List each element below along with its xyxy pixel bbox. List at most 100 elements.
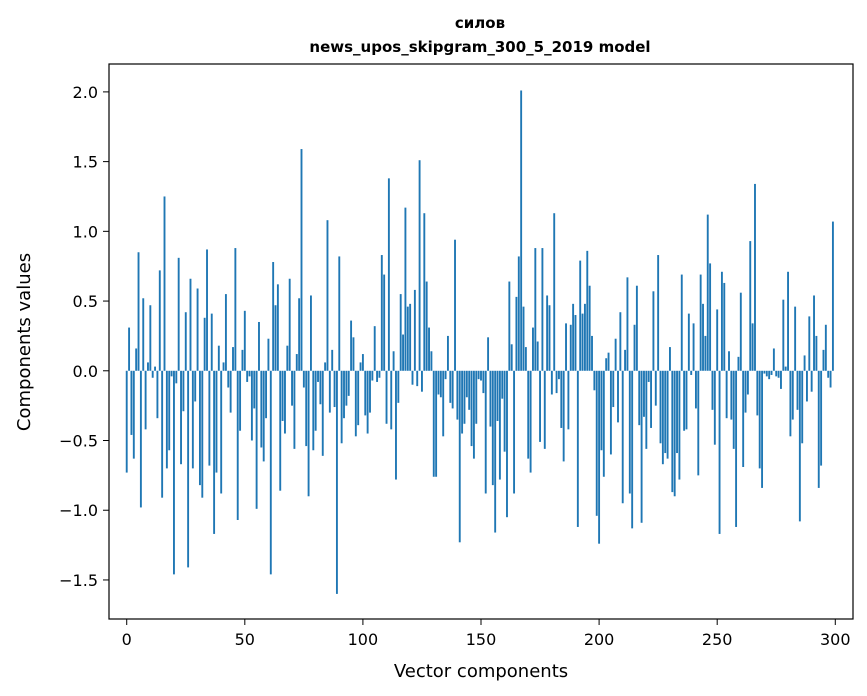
bar (560, 370, 563, 428)
bar (581, 313, 584, 371)
bar (659, 370, 662, 444)
bar (142, 298, 145, 371)
bar (758, 370, 761, 469)
bar (661, 370, 664, 465)
bar (357, 370, 360, 426)
bar (647, 370, 650, 382)
bar (782, 299, 785, 371)
bar (210, 313, 213, 371)
bar (484, 370, 487, 494)
bar (345, 370, 348, 406)
bar (276, 284, 279, 371)
bar (806, 370, 808, 402)
y-tick-label: 1.5 (73, 153, 98, 172)
bar (817, 370, 820, 488)
bar (558, 370, 560, 380)
bar (579, 260, 582, 371)
bar (354, 370, 357, 437)
bar (314, 370, 317, 431)
bar (163, 196, 166, 371)
bar (801, 370, 804, 444)
bar (680, 274, 683, 371)
bar (671, 370, 674, 493)
bar (444, 370, 447, 380)
bar (328, 370, 331, 413)
bar (794, 306, 797, 371)
bar (621, 370, 624, 504)
bar (350, 320, 353, 371)
bar (416, 370, 419, 387)
bar (600, 370, 603, 451)
bar (324, 362, 327, 371)
bar (827, 370, 830, 378)
bar (137, 252, 140, 371)
bar (461, 370, 464, 434)
bar (180, 370, 182, 465)
x-tick-label: 150 (466, 630, 497, 649)
bar (562, 370, 565, 462)
bar (624, 349, 627, 371)
bar (635, 285, 638, 371)
bar (810, 370, 813, 392)
bar (125, 370, 128, 473)
bar (638, 370, 641, 426)
bar (831, 221, 834, 371)
bar (628, 370, 631, 494)
bar (524, 347, 527, 371)
bar (369, 370, 371, 413)
bar (364, 370, 367, 416)
bar (361, 354, 364, 371)
bar (147, 362, 149, 371)
bar (406, 306, 409, 371)
bar (267, 338, 270, 371)
bar (687, 313, 690, 371)
bar (182, 370, 185, 412)
bar (640, 370, 643, 523)
bar (258, 321, 260, 371)
bar (215, 370, 218, 473)
bar (191, 370, 194, 469)
bar (189, 278, 192, 371)
bar (383, 274, 386, 371)
bar (567, 370, 570, 430)
bar (312, 370, 315, 451)
bar (310, 295, 312, 371)
bar (569, 324, 572, 371)
bar (423, 213, 426, 371)
bar (439, 370, 442, 398)
bar (272, 262, 275, 371)
bar (154, 366, 156, 371)
bar (770, 370, 773, 375)
y-axis-ticks: −1.5 −1.0 −0.5 0.0 0.5 1.0 1.5 2.0 (59, 83, 109, 590)
bar (435, 370, 438, 477)
bar (208, 370, 211, 466)
bar (201, 370, 204, 498)
bar (432, 370, 435, 477)
bar (477, 370, 480, 380)
y-tick-label: 1.0 (73, 222, 98, 241)
bar (165, 370, 168, 469)
bar (295, 354, 298, 371)
bar (404, 207, 407, 371)
bar (496, 370, 499, 421)
bar (744, 370, 747, 413)
bar (437, 370, 440, 395)
bar (765, 370, 768, 377)
bar (508, 281, 511, 371)
plot-frame (108, 63, 854, 620)
bar (458, 370, 461, 543)
bar (170, 370, 173, 377)
bar (482, 370, 485, 394)
bar (789, 370, 792, 437)
bar (787, 271, 789, 371)
bar (489, 370, 492, 427)
bar (472, 370, 475, 459)
bar (224, 294, 227, 371)
bar (376, 370, 379, 382)
bar (451, 370, 454, 409)
bar (725, 370, 728, 419)
bar (780, 370, 782, 389)
bar (213, 370, 216, 534)
x-tick-label: 0 (122, 630, 132, 649)
bar (491, 370, 494, 486)
